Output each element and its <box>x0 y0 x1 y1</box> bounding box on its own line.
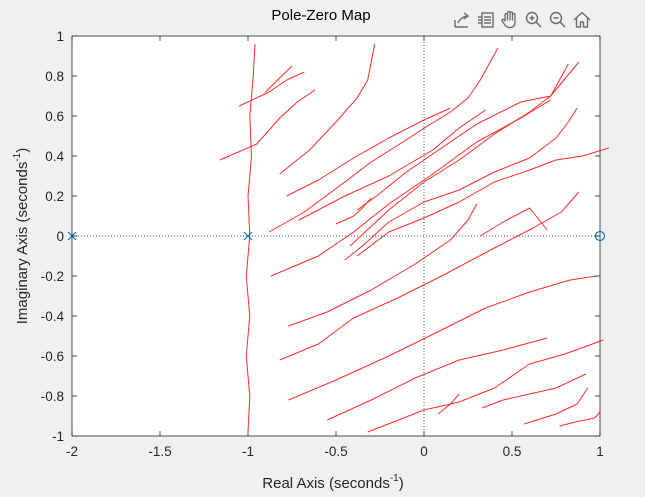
overlay-curve <box>326 337 548 421</box>
overlay-curve <box>344 107 578 261</box>
x-tick-label: 0.5 <box>503 444 522 459</box>
pole-marker <box>243 231 253 241</box>
y-axis-label: Imaginary Axis (seconds-1) <box>12 148 31 324</box>
axes-toolbar <box>452 10 592 30</box>
y-tick-label: 1 <box>56 29 64 44</box>
brush-button[interactable] <box>476 10 496 30</box>
y-tick-label: -0.6 <box>41 349 64 364</box>
overlay-curve <box>268 47 499 233</box>
overlay-curve <box>270 99 551 277</box>
overlay-curve <box>265 65 293 93</box>
overlay-curve <box>349 63 569 247</box>
overlay-curve <box>367 339 604 433</box>
y-tick-label: 0.4 <box>45 149 64 164</box>
y-tick-label: -0.8 <box>41 389 64 404</box>
zoom-in-icon <box>525 11 542 28</box>
y-tick-label: 0.8 <box>45 69 64 84</box>
pan-button[interactable] <box>500 10 520 30</box>
overlay-curve <box>279 191 580 361</box>
y-tick-label: 0.6 <box>45 109 64 124</box>
overlay-curve <box>279 43 376 175</box>
x-tick-label: -1 <box>242 444 254 459</box>
brush-icon <box>478 12 494 28</box>
x-axis-label: Real Axis (seconds-1) <box>262 473 403 492</box>
overlay-curve <box>437 393 460 415</box>
x-tick-label: -0.5 <box>324 444 347 459</box>
overlay-curve <box>480 207 548 237</box>
overlay-curve <box>238 71 305 107</box>
x-tick-label: -1.5 <box>148 444 171 459</box>
y-tick-label: -0.2 <box>41 269 64 284</box>
export-button[interactable] <box>452 10 472 30</box>
overlay-curve <box>288 203 478 327</box>
axis-ticks: -2 -1.5 -1 -0.5 0 0.5 1 -1 -0.8 -0.6 -0.4 -0.2 0 0.2 0… <box>41 29 604 459</box>
zoom-in-button[interactable] <box>524 10 544 30</box>
reference-lines <box>72 36 600 436</box>
overlay-curves <box>219 43 609 433</box>
zoom-out-icon <box>549 11 566 28</box>
overlay-curve <box>286 107 451 197</box>
overlay-curve <box>335 197 372 225</box>
overlay-curve <box>219 89 316 161</box>
export-icon <box>454 12 470 28</box>
y-tick-label: 0 <box>56 229 64 244</box>
x-tick-label: 1 <box>596 444 604 459</box>
overlay-curve <box>524 387 589 425</box>
y-tick-label: -1 <box>52 429 64 444</box>
y-tick-label: 0.2 <box>45 189 64 204</box>
home-icon <box>573 11 591 28</box>
y-tick-label: -0.4 <box>41 309 65 324</box>
chart-title: Pole-Zero Map <box>271 7 370 24</box>
x-tick-label: -2 <box>66 444 78 459</box>
zoom-out-button[interactable] <box>548 10 568 30</box>
home-button[interactable] <box>572 10 592 30</box>
x-tick-label: 0 <box>420 444 428 459</box>
overlay-curve <box>559 411 601 427</box>
hand-icon <box>501 10 516 29</box>
overlay-curve <box>288 275 597 401</box>
overlay-curve <box>356 147 609 257</box>
overlay-curve <box>356 61 580 211</box>
overlay-curve <box>298 109 486 221</box>
overlay-curve <box>245 43 256 433</box>
overlay-curve <box>481 373 587 409</box>
